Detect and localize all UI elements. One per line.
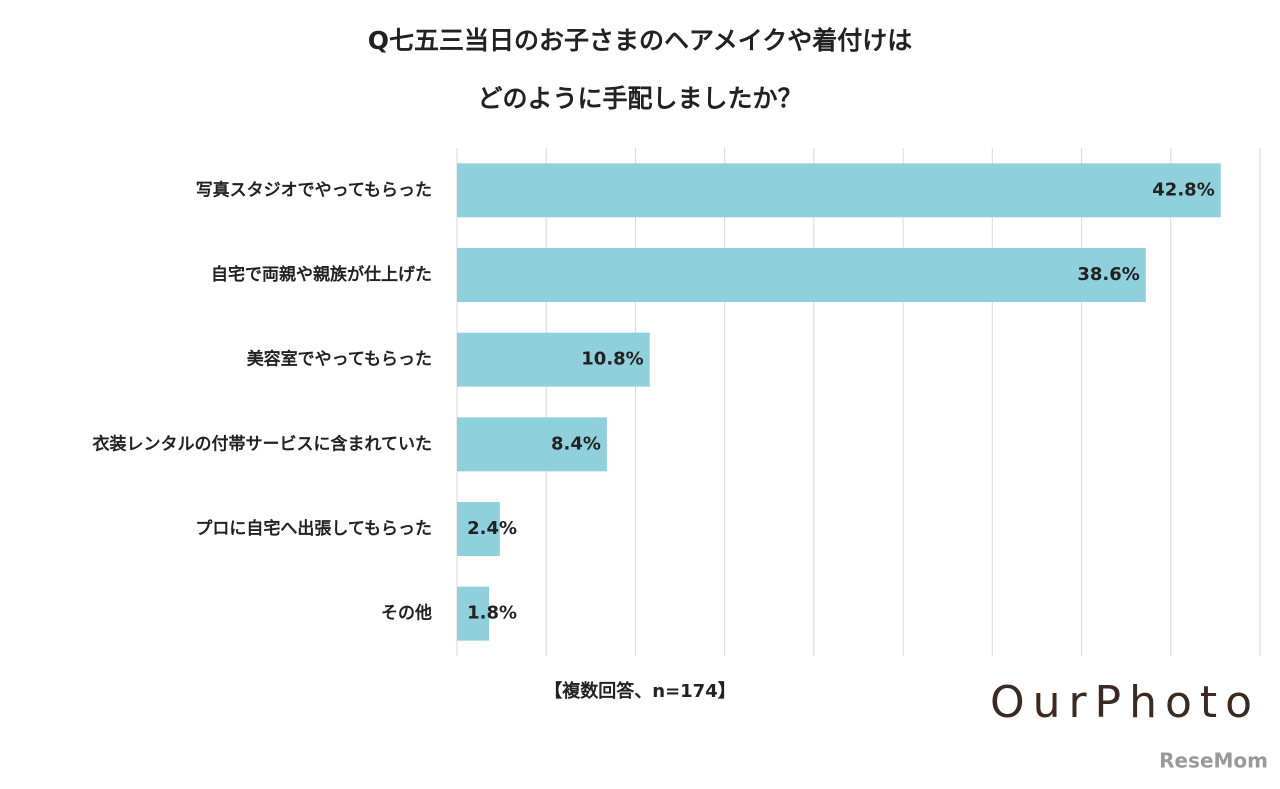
bar xyxy=(457,163,1221,218)
watermark: ReseMom xyxy=(1159,749,1268,773)
value-label: 8.4% xyxy=(551,433,601,454)
logo: OurPhoto xyxy=(990,677,1260,728)
bar xyxy=(457,586,490,641)
y-tick-label: プロに自宅へ出張してもらった xyxy=(195,518,432,539)
bar xyxy=(457,332,650,387)
y-tick-label: 衣装レンタルの付帯サービスに含まれていた xyxy=(93,433,433,454)
y-tick-label: 自宅で両親や親族が仕上げた xyxy=(211,264,432,285)
bar xyxy=(457,417,607,472)
value-label: 42.8% xyxy=(1152,179,1214,200)
value-label: 10.8% xyxy=(581,349,643,370)
bar xyxy=(457,502,500,556)
chart-title: どのように手配しましたか？ xyxy=(477,84,802,113)
chart-title: Q七五三当日のお子さまのヘアメイクや着付けは xyxy=(368,26,913,55)
value-label: 2.4% xyxy=(467,518,517,539)
value-label: 1.8% xyxy=(467,603,517,624)
y-tick-label: 美容室でやってもらった xyxy=(247,349,432,370)
y-tick-label: その他 xyxy=(381,603,432,624)
bar xyxy=(457,248,1146,302)
note: 【複数回答、n=174】 xyxy=(544,680,735,702)
value-label: 38.6% xyxy=(1077,264,1139,285)
y-tick-label: 写真スタジオでやってもらった xyxy=(196,179,432,200)
